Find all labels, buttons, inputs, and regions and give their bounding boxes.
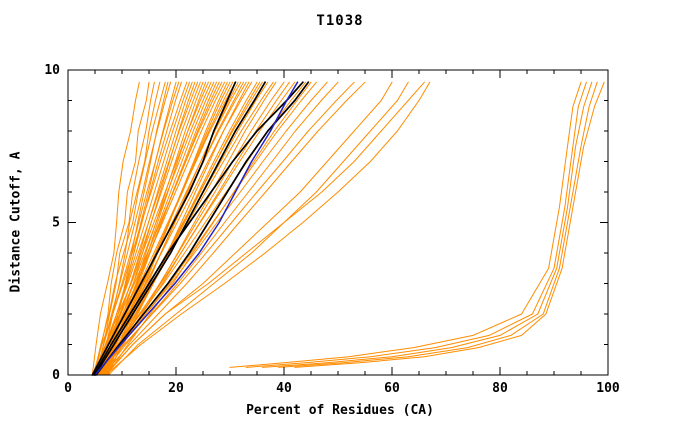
y-tick-label: 10: [44, 63, 60, 78]
orange-series-line: [94, 81, 209, 376]
orange-series-line: [96, 81, 212, 376]
orange-series-line: [229, 81, 582, 368]
y-tick-label: 0: [52, 368, 60, 383]
orange-series-line: [104, 81, 425, 376]
y-tick-label: 5: [52, 216, 60, 231]
blue-series-line: [94, 81, 299, 376]
orange-series-line: [105, 81, 431, 376]
orange-series-line: [97, 81, 155, 376]
orange-series-line: [91, 81, 140, 376]
x-tick-label: 100: [596, 381, 620, 396]
x-axis-title: Percent of Residues (CA): [246, 403, 434, 418]
orange-series-line: [278, 81, 598, 368]
orange-series-line: [92, 81, 223, 376]
x-tick-label: 40: [276, 381, 292, 396]
orange-series-line: [103, 81, 261, 376]
orange-series-line: [98, 81, 355, 376]
orange-series-line: [102, 81, 366, 376]
black-series-line: [91, 81, 237, 376]
orange-series-line: [92, 81, 188, 376]
orange-series-line: [97, 81, 328, 376]
orange-series-line: [245, 81, 587, 368]
x-tick-label: 80: [492, 381, 508, 396]
orange-series-line: [95, 81, 226, 376]
orange-series-line: [294, 81, 605, 368]
orange-series-line: [93, 81, 166, 376]
black-series-line: [93, 81, 304, 376]
orange-series-line: [94, 81, 199, 376]
x-tick-label: 60: [384, 381, 400, 396]
orange-series-line: [261, 81, 593, 368]
black-series-line: [95, 81, 310, 376]
chart-title: T1038: [316, 13, 364, 29]
x-tick-label: 20: [168, 381, 184, 396]
orange-series-line: [99, 81, 161, 376]
orange-series-line: [95, 81, 180, 376]
black-series-line: [94, 81, 266, 376]
x-tick-label: 0: [64, 381, 72, 396]
